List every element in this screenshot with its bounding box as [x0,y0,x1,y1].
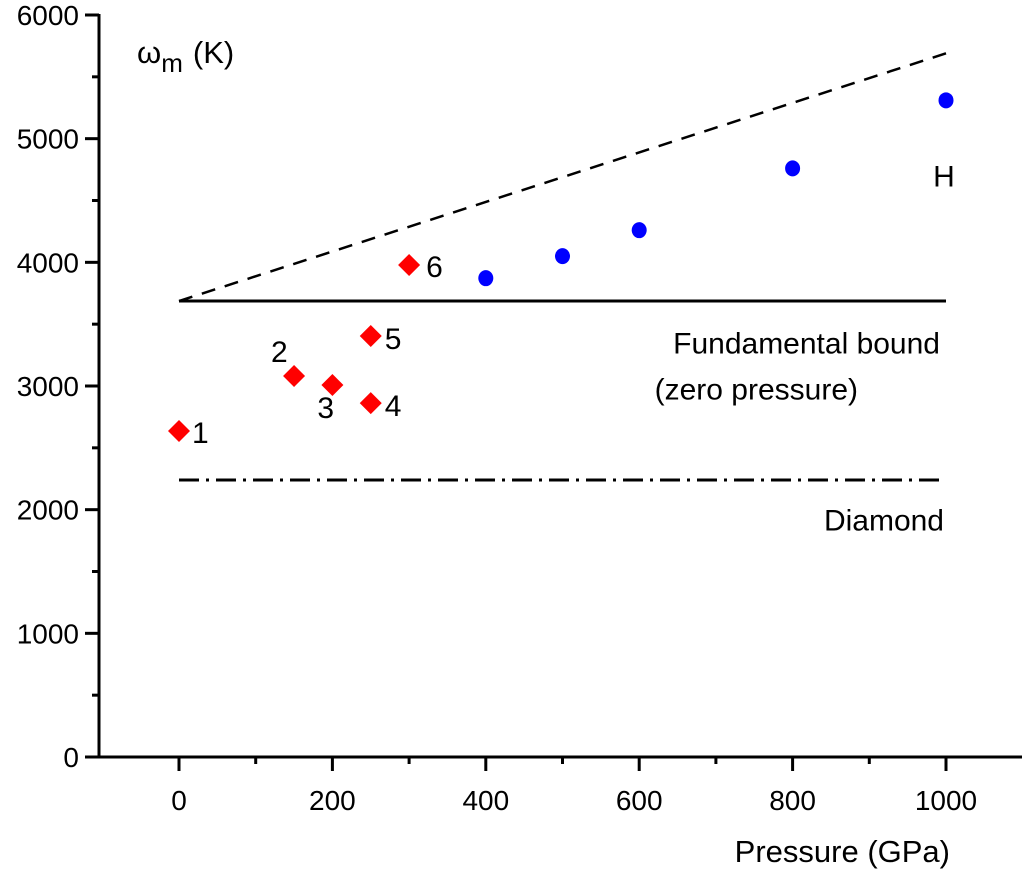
circle-point [555,248,570,265]
y-axis-title: ωm (K) [137,35,234,78]
x-tick-label: 400 [462,785,509,816]
circle-point [631,222,647,239]
annotation-h: H [933,161,955,194]
annotation-diamond: Diamond [824,505,944,538]
y-tick-label: 2000 [17,495,79,526]
x-axis-title: Pressure (GPa) [735,834,950,869]
x-tick-label: 1000 [915,785,977,816]
x-tick-label: 600 [616,785,663,816]
y-tick-label: 1000 [17,618,79,649]
x-tick-label: 800 [769,785,816,816]
circle-point [478,270,494,287]
diamond-point [359,325,382,348]
y-axis-title-subscript: m [161,48,183,78]
circle-point [938,92,954,109]
diamond-point [168,420,190,443]
point-label: 3 [317,392,334,425]
data-marks [168,92,954,443]
diamond-point [359,392,382,415]
annotation-fundamental-bound: Fundamental bound [673,328,940,361]
reference-lines [178,52,947,482]
circle-point [785,160,801,177]
diamond-point [398,254,421,277]
y-tick-label: 5000 [17,124,79,155]
diamond-point [283,364,306,387]
y-tick-label: 0 [63,742,79,773]
point-label: 2 [271,336,288,369]
x-tick-label: 0 [171,785,187,816]
point-label: 6 [426,251,443,284]
y-tick-label: 3000 [17,371,79,402]
y-tick-label: 4000 [17,247,79,278]
point-label: 1 [192,417,209,450]
axes: 0 1000 2000 3000 4000 5000 6000 0 200 400 600 800 10… [17,0,1022,816]
point-label: 4 [385,390,402,423]
y-axis-title-unit: (K) [193,35,234,70]
y-tick-label: 6000 [17,0,79,31]
annotation-zero-pressure: (zero pressure) [655,373,858,406]
point-label: 5 [385,323,402,356]
x-tick-label: 200 [309,785,356,816]
diamond-point [321,374,344,397]
y-axis-title-symbol: ω [137,35,161,70]
